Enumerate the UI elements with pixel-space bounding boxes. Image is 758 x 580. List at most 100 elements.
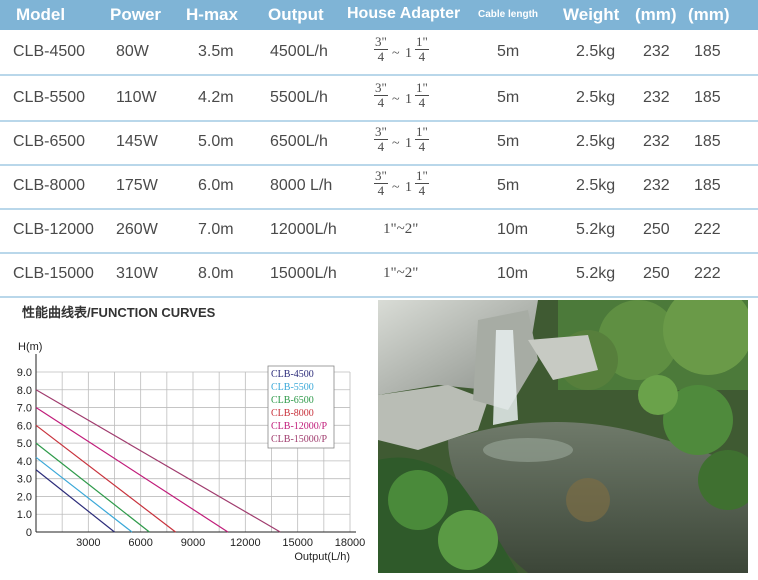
legend-box [267,365,335,449]
cell-cable: 5m [497,43,520,60]
cell-dim1: 250 [643,265,670,282]
cell-dim2: 222 [694,265,721,282]
cell-model: CLB-12000 [13,221,94,238]
series-line-clb-15000-p [35,389,281,533]
cell-output: 4500L/h [270,43,328,60]
header-output: Output [268,5,324,24]
function-curves-chart: 性能曲线表/FUNCTION CURVES 0 1.0 2.0 3.0 4.0 5.0 6.… [0,300,370,580]
cell-power: 80W [116,43,149,60]
adapter-b-whole: 1 [405,92,412,107]
cell-model: CLB-15000 [13,265,94,282]
legend-entry: CLB-8000 [271,408,314,419]
y-tick-label: 1.0 [17,509,32,521]
cell-power: 175W [116,177,158,194]
table-row: CLB-5500 110W 4.2m 5500L/h 5m 2.5kg 232 185 3" 4 ~… [0,76,758,122]
cell-dim1: 232 [643,89,670,106]
garden-pond-photo [378,285,758,573]
legend-entry: CLB-12000/P [271,421,328,432]
garden-pond-waterfall-photo-icon [378,285,758,573]
series-line-clb-4500 [35,469,115,533]
table-row: CLB-8000 175W 6.0m 8000 L/h 5m 2.5kg 232 185 3" 4… [0,164,758,210]
cell-cable: 5m [497,133,520,150]
cell-weight: 2.5kg [576,89,616,106]
cell-cable: 5m [497,177,520,194]
header-house-adapter: House Adapter [347,5,461,22]
y-tick-label: 0 [26,527,32,539]
adapter-b-denominator: 4 [418,183,426,198]
cell-output: 6500L/h [270,133,328,150]
adapter-a-numerator: 3" [374,124,388,140]
legend-entry: CLB-5500 [271,382,314,393]
cell-model: CLB-6500 [13,133,86,150]
cell-weight: 5.2kg [576,221,616,238]
cell-output: 15000L/h [270,265,337,282]
header-dim1: (mm) [635,5,677,24]
cell-hmax: 8.0m [198,265,234,282]
cell-model: CLB-4500 [13,43,86,60]
cell-weight: 2.5kg [576,43,616,60]
x-tick-label: 15000 [282,537,313,549]
y-tick-label: 3.0 [17,474,32,486]
table-row: CLB-15000 310W 8.0m 15000L/h 10m 5.2kg 250 222 1… [0,252,758,298]
adapter-a-denominator: 4 [377,49,385,64]
adapter-tilde: ~ [392,180,400,195]
legend-entry: CLB-6500 [271,395,314,406]
cell-hmax: 4.2m [198,89,234,106]
series-line-clb-8000 [35,424,176,533]
x-tick-label: 18000 [335,537,366,549]
cell-adapter: 1"~2" [383,265,419,281]
x-tick-label: 12000 [230,537,261,549]
adapter-b-whole: 1 [405,136,412,151]
cell-hmax: 5.0m [198,133,234,150]
cell-cable: 5m [497,89,520,106]
header-power: Power [110,5,162,24]
series-line-clb-12000-p [35,407,229,533]
cell-cable: 10m [497,265,529,282]
cell-output: 8000 L/h [270,177,333,194]
y-tick-label: 7.0 [17,403,32,415]
cell-cable: 10m [497,221,529,238]
adapter-b-numerator: 1" [415,124,429,140]
series-line-clb-6500 [35,442,150,533]
y-tick-label: 4.0 [17,456,32,468]
table-header: Model Power H-max Output House Adapter C… [0,0,758,30]
adapter-b-denominator: 4 [418,95,426,110]
adapter-tilde: ~ [392,46,400,61]
y-tick-label: 2.0 [17,491,32,503]
cell-dim1: 232 [643,177,670,194]
series-line-clb-5500 [35,456,133,533]
table-row: CLB-12000 260W 7.0m 12000L/h 10m 5.2kg 250 222 1… [0,208,758,254]
legend-entry: CLB-15000/P [271,434,328,445]
y-tick-label: 6.0 [17,420,32,432]
cell-hmax: 7.0m [198,221,234,238]
x-tick-label: 6000 [128,537,152,549]
header-hmax: H-max [186,5,238,24]
adapter-tilde: ~ [392,92,400,107]
adapter-b-whole: 1 [405,180,412,195]
legend-entry: CLB-4500 [271,369,314,380]
chart-title: 性能曲线表/FUNCTION CURVES [22,305,216,320]
cell-power: 145W [116,133,158,150]
cell-weight: 2.5kg [576,133,616,150]
y-tick-label: 9.0 [17,367,32,379]
adapter-b-numerator: 1" [415,80,429,96]
header-cable-length: Cable length [478,9,539,20]
cell-dim2: 222 [694,221,721,238]
cell-power: 260W [116,221,158,238]
cell-dim2: 185 [694,43,721,60]
adapter-b-denominator: 4 [418,139,426,154]
cell-dim2: 185 [694,89,721,106]
x-tick-label: 3000 [76,537,100,549]
adapter-a-denominator: 4 [377,139,385,154]
y-axis-label: H(m) [18,341,42,353]
adapter-b-numerator: 1" [415,34,429,50]
adapter-a-numerator: 3" [374,34,388,50]
cell-dim2: 185 [694,133,721,150]
y-tick-label: 8.0 [17,385,32,397]
y-tick-label: 5.0 [17,438,32,450]
cell-model: CLB-8000 [13,177,86,194]
cell-adapter: 3" 4 ~1 1" 4 [368,125,448,161]
cell-power: 110W [116,89,157,106]
adapter-b-whole: 1 [405,46,412,61]
cell-dim1: 232 [643,133,670,150]
